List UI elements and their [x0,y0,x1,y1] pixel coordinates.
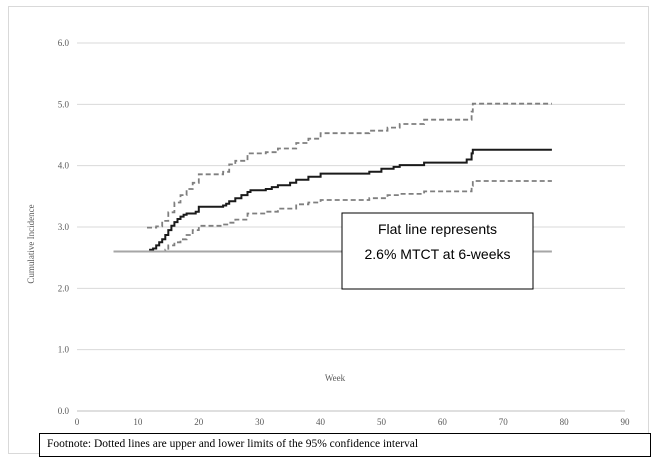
annotation-border [341,212,534,290]
x-tick-label: 90 [621,417,631,427]
y-axis-title: Cumulative Incidence [26,204,36,283]
x-tick-label: 0 [75,417,80,427]
x-tick-label: 40 [316,417,326,427]
x-tick-label: 60 [438,417,448,427]
y-tick-label: 5.0 [58,99,70,109]
y-tick-label: 4.0 [58,161,70,171]
y-tick-label: 6.0 [58,38,70,48]
y-tick-label: 3.0 [58,222,70,232]
x-tick-label: 30 [255,417,265,427]
series-lower-95-limit-line [162,180,552,253]
footnote: Footnote: Dotted lines are upper and low… [39,433,651,457]
series-estimate-line [113,148,552,253]
annotation-line-1: Flat line represents [378,221,497,237]
chart-frame [8,6,649,454]
x-tick-label: 50 [377,417,387,427]
y-tick-label: 2.0 [58,283,70,293]
annotation-box: Flat line represents 2.6% MTCT at 6-week… [341,212,534,290]
x-axis-title: Week [325,373,346,383]
x-tick-label: 80 [560,417,570,427]
annotation-line-2: 2.6% MTCT at 6-weeks [364,246,510,262]
x-tick-label: 20 [194,417,204,427]
y-tick-label: 0.0 [58,406,70,416]
y-tick-label: 1.0 [58,345,70,355]
x-tick-label: 70 [499,417,509,427]
series-upper-95-limit-line [147,102,552,229]
x-tick-label: 10 [133,417,143,427]
